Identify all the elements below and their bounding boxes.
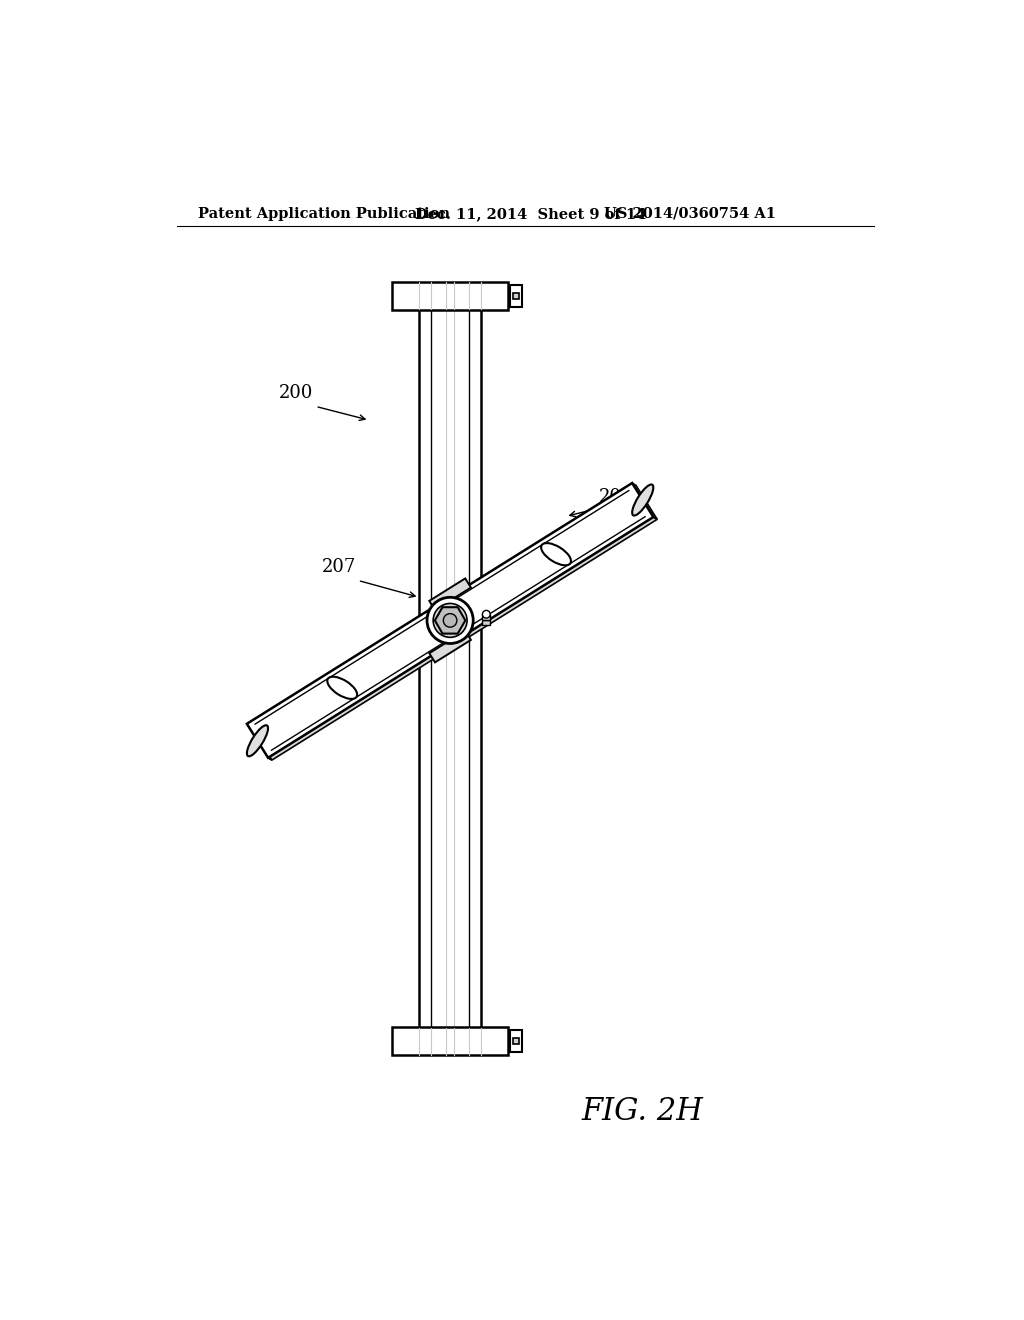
Text: Dec. 11, 2014  Sheet 9 of 14: Dec. 11, 2014 Sheet 9 of 14 xyxy=(416,207,647,220)
Text: Patent Application Publication: Patent Application Publication xyxy=(199,207,451,220)
Bar xyxy=(513,293,519,298)
Text: FIG. 2H: FIG. 2H xyxy=(581,1096,702,1127)
Polygon shape xyxy=(429,578,471,610)
Circle shape xyxy=(433,603,467,638)
Polygon shape xyxy=(268,517,657,760)
Polygon shape xyxy=(435,607,465,634)
Text: 202: 202 xyxy=(599,488,633,506)
Circle shape xyxy=(482,610,490,618)
Bar xyxy=(392,281,508,310)
Ellipse shape xyxy=(247,725,268,756)
Polygon shape xyxy=(429,631,471,663)
Bar xyxy=(513,1038,519,1044)
Text: US 2014/0360754 A1: US 2014/0360754 A1 xyxy=(604,207,776,220)
Circle shape xyxy=(443,614,457,627)
Bar xyxy=(419,309,481,1044)
Bar xyxy=(510,285,521,308)
Bar xyxy=(482,619,490,626)
Bar xyxy=(482,614,490,619)
Text: 200: 200 xyxy=(279,384,312,403)
Ellipse shape xyxy=(541,543,571,565)
Text: 207: 207 xyxy=(322,557,355,576)
Polygon shape xyxy=(247,723,272,760)
Circle shape xyxy=(427,597,473,644)
Bar xyxy=(392,1027,508,1056)
Polygon shape xyxy=(632,483,657,519)
Bar xyxy=(510,1030,521,1052)
Ellipse shape xyxy=(328,677,357,698)
Polygon shape xyxy=(247,483,653,758)
Ellipse shape xyxy=(632,484,653,516)
